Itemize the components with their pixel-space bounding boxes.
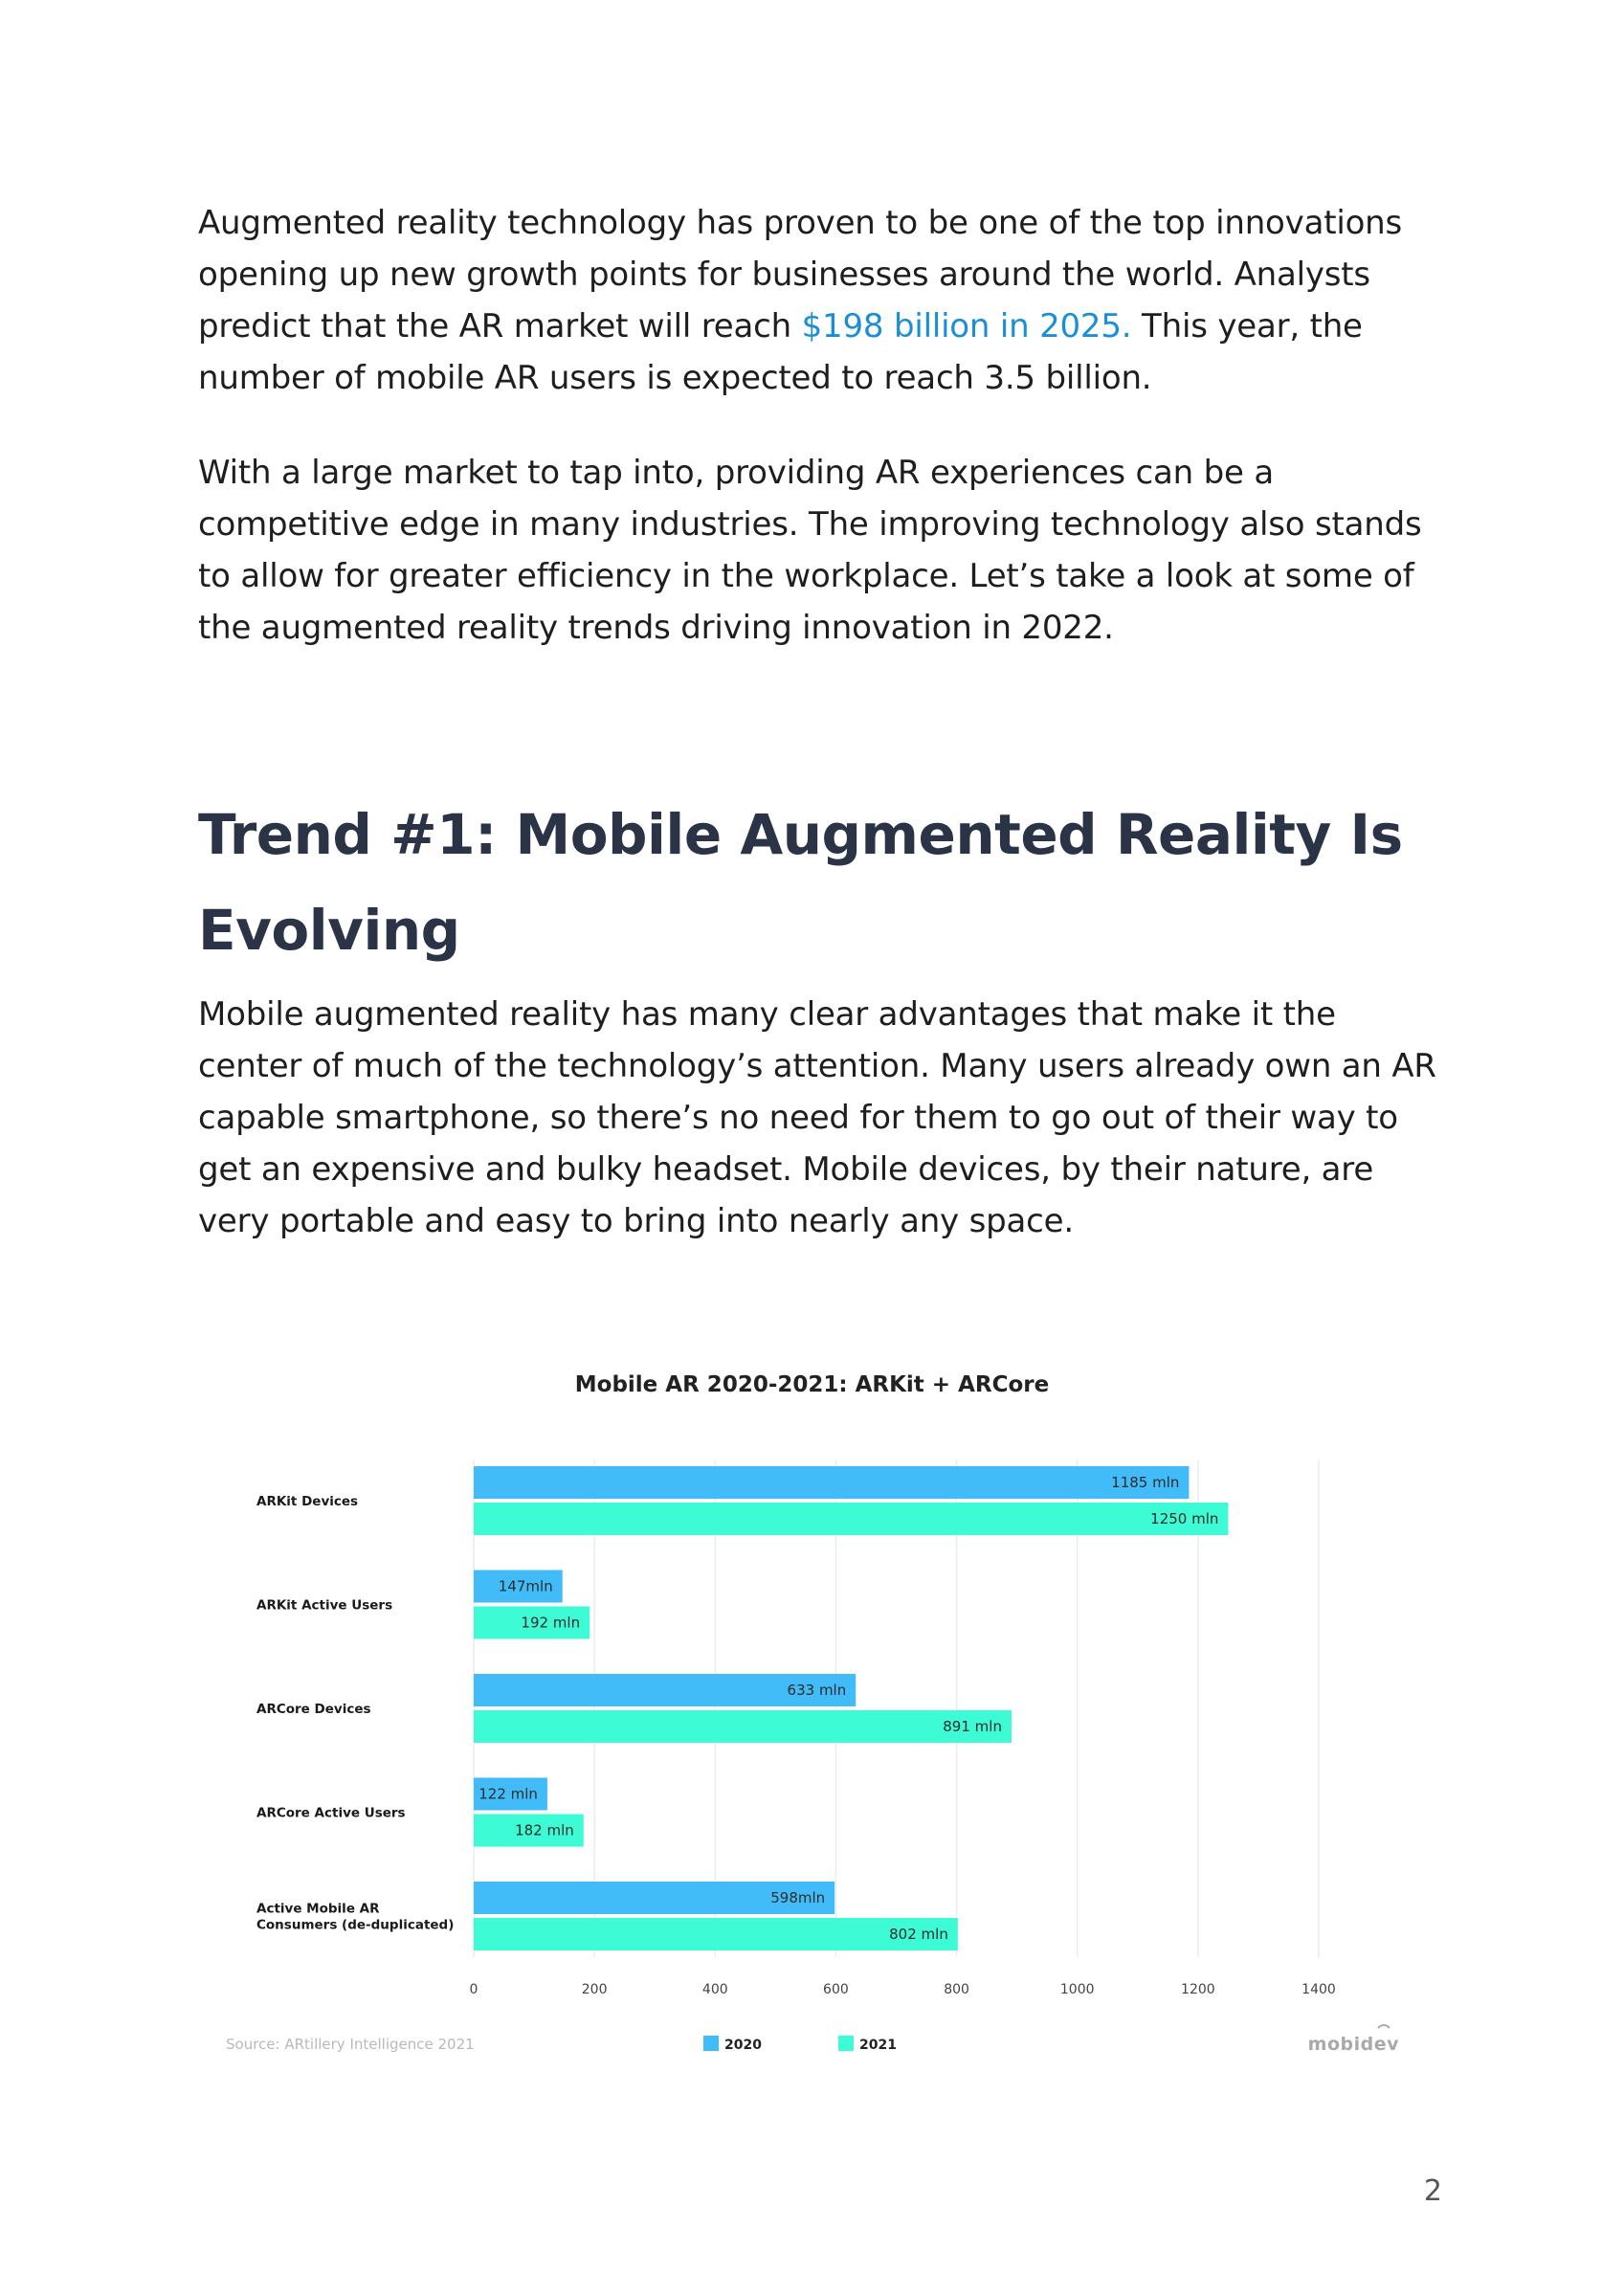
bar [474, 1503, 1229, 1535]
x-tick-label: 400 [702, 1982, 728, 1997]
x-tick-label: 1000 [1060, 1982, 1095, 1997]
category-label: Consumers (de-duplicated) [256, 1918, 454, 1933]
x-tick-label: 600 [823, 1982, 849, 1997]
section-heading: Trend #1: Mobile Augmented Reality Is Ev… [198, 802, 1403, 963]
bar [474, 1882, 835, 1914]
category-label: ARKit Devices [256, 1494, 358, 1509]
data-label: 1185 mln [1111, 1474, 1179, 1491]
data-label: 1250 mln [1150, 1510, 1218, 1527]
intro-paragraph: Augmented reality technology has proven … [198, 197, 1442, 404]
chart-title: Mobile AR 2020-2021: ARKit + ARCore [574, 1372, 1050, 1397]
bar [474, 1570, 563, 1603]
bar [474, 1814, 584, 1847]
x-tick-label: 1200 [1181, 1982, 1215, 1997]
page-number: 2 [1423, 2174, 1442, 2208]
x-tick-label: 800 [944, 1982, 969, 1997]
bar [474, 1918, 958, 1950]
logo-arc [1377, 2024, 1390, 2029]
x-tick-label: 0 [470, 1982, 478, 1997]
data-label: 192 mln [521, 1615, 580, 1632]
data-label: 633 mln [788, 1682, 847, 1699]
market-paragraph: With a large market to tap into, providi… [198, 454, 1422, 647]
legend-label: 2021 [859, 2038, 897, 2053]
bar [474, 1674, 856, 1706]
mobile-ar-paragraph: Mobile augmented reality has many clear … [198, 995, 1436, 1240]
intro-text-start: Augmented reality technology has proven … [198, 204, 1403, 345]
x-tick-label: 1400 [1301, 1982, 1336, 1997]
category-label: ARKit Active Users [256, 1598, 392, 1614]
data-label: 802 mln [889, 1926, 948, 1943]
legend-label: 2020 [724, 2038, 762, 2053]
bar [474, 1466, 1190, 1499]
data-label: 182 mln [515, 1822, 574, 1839]
data-label: 598mln [770, 1889, 825, 1906]
intro-text-end: This year, the number of mobile AR users… [198, 307, 1363, 397]
legend-swatch [838, 2036, 854, 2051]
market-forecast-link[interactable]: $198 billion in 2025. [801, 307, 1132, 345]
data-label: 122 mln [478, 1786, 538, 1803]
data-label: 147mln [499, 1578, 553, 1595]
x-tick-label: 200 [582, 1982, 608, 1997]
category-label: Active Mobile AR [256, 1902, 380, 1917]
category-label: ARCore Active Users [256, 1806, 406, 1821]
source-note: Source: ARtillery Intelligence 2021 [226, 2036, 475, 2053]
category-label: ARCore Devices [256, 1702, 371, 1717]
data-label: 891 mln [943, 1718, 1002, 1735]
bar [474, 1710, 1012, 1743]
bar [474, 1606, 590, 1639]
mobidev-logo: mobidev [1308, 2034, 1399, 2055]
legend-swatch [703, 2036, 719, 2051]
bar [474, 1777, 547, 1811]
